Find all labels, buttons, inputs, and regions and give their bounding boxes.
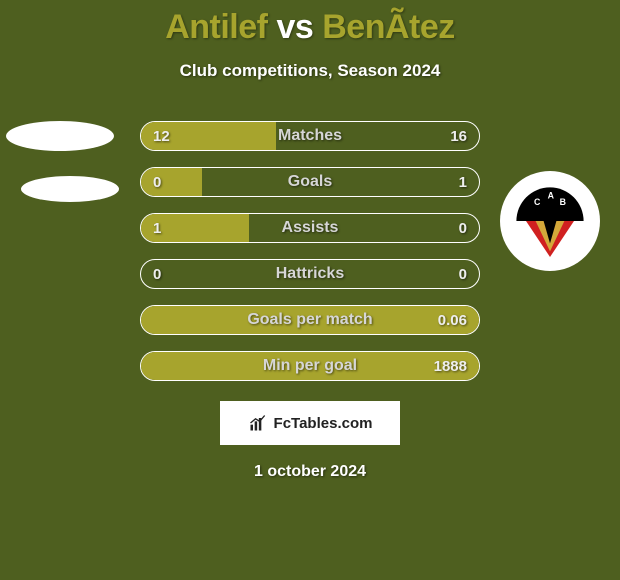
stat-label: Hattricks bbox=[141, 260, 479, 288]
stat-row: Matches1216 bbox=[140, 121, 480, 151]
stat-value-right: 16 bbox=[450, 122, 467, 150]
club-badge-icon: C A B bbox=[510, 181, 590, 261]
stat-fill-left bbox=[141, 352, 479, 380]
player1-club-placeholder bbox=[21, 176, 119, 202]
stat-row: Goals per match0.06 bbox=[140, 305, 480, 335]
stat-value-right: 1 bbox=[459, 168, 467, 196]
title-player1: Antilef bbox=[165, 8, 267, 46]
svg-text:B: B bbox=[560, 197, 566, 207]
player2-club-badge: C A B bbox=[500, 171, 600, 271]
title-player2: BenÃ­tez bbox=[322, 8, 455, 46]
stat-value-right: 0 bbox=[459, 260, 467, 288]
attribution-badge: FcTables.com bbox=[220, 401, 400, 445]
stat-fill-left bbox=[141, 122, 276, 150]
date-text: 1 october 2024 bbox=[254, 463, 366, 481]
page-title: Antilef vs BenÃ­tez bbox=[165, 8, 455, 47]
stat-fill-left bbox=[141, 168, 202, 196]
subtitle: Club competitions, Season 2024 bbox=[180, 61, 441, 81]
svg-text:C: C bbox=[534, 197, 541, 207]
stat-bars: Matches1216Goals01Assists10Hattricks00Go… bbox=[140, 121, 480, 381]
stat-row: Assists10 bbox=[140, 213, 480, 243]
comparison-infographic: Antilef vs BenÃ­tez Club competitions, S… bbox=[0, 0, 620, 580]
svg-text:A: A bbox=[548, 191, 555, 201]
stat-row: Hattricks0 0 bbox=[140, 259, 480, 289]
stat-row: Goals01 bbox=[140, 167, 480, 197]
attribution-text: FcTables.com bbox=[274, 415, 373, 432]
title-vs: vs bbox=[276, 8, 313, 46]
stat-row: Min per goal1888 bbox=[140, 351, 480, 381]
stat-value-right: 0 bbox=[459, 214, 467, 242]
stats-area: C A B Matches1216 Goals01 Assists10 Hattric… bbox=[0, 121, 620, 381]
chart-icon bbox=[248, 413, 268, 433]
stat-value-left: 0 bbox=[153, 260, 161, 288]
stat-fill-left bbox=[141, 214, 249, 242]
player1-avatar-placeholder bbox=[6, 121, 114, 151]
stat-fill-left bbox=[141, 306, 479, 334]
